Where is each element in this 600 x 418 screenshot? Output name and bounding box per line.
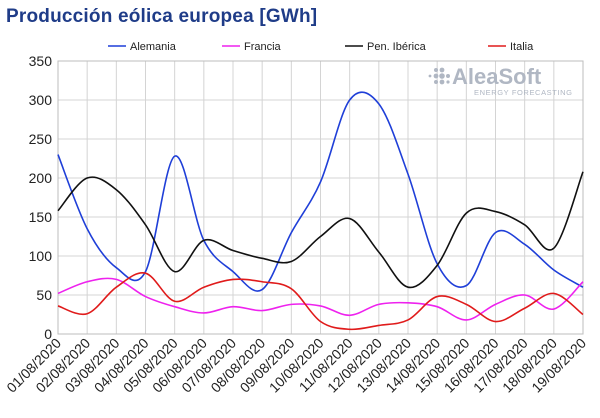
y-tick-label: 0 bbox=[44, 326, 52, 342]
logo-dot bbox=[434, 68, 438, 72]
watermark-name: AleaSoft bbox=[452, 64, 542, 89]
series-line-alemania bbox=[57, 91, 584, 292]
axes bbox=[57, 60, 584, 335]
legend-label-francia: Francia bbox=[244, 41, 282, 53]
series bbox=[57, 91, 584, 331]
logo-dot bbox=[428, 74, 432, 78]
logo-dot bbox=[434, 80, 438, 84]
aleasoft-watermark: AleaSoft ENERGY FORECASTING bbox=[428, 64, 573, 97]
y-tick-label: 50 bbox=[36, 287, 52, 303]
y-tick-label: 250 bbox=[29, 131, 53, 147]
series-line-pen-ib-rica bbox=[57, 171, 584, 289]
legend-label-pen-ib-rica: Pen. Ibérica bbox=[367, 41, 427, 53]
legend: Alemania Francia Pen. Ibérica Italia bbox=[108, 41, 534, 53]
logo-dot bbox=[433, 73, 439, 79]
grid bbox=[57, 60, 584, 335]
y-tick-label: 100 bbox=[29, 248, 53, 264]
series-line-italia bbox=[57, 272, 584, 331]
y-tick-labels: 0 50 100 150 200 250 300 350 bbox=[29, 53, 53, 342]
logo-dot bbox=[439, 67, 445, 73]
chart-title: Producción eólica europea [GWh] bbox=[6, 6, 318, 27]
y-tick-label: 350 bbox=[29, 53, 53, 69]
y-tick-label: 150 bbox=[29, 209, 53, 225]
logo-dot bbox=[446, 74, 450, 78]
plot-frame bbox=[57, 60, 584, 335]
legend-label-italia: Italia bbox=[510, 41, 534, 53]
dots-logo-icon bbox=[428, 67, 450, 85]
legend-label-alemania: Alemania bbox=[130, 41, 177, 53]
series-line-francia bbox=[57, 277, 584, 321]
logo-dot bbox=[439, 73, 445, 79]
watermark-tagline: ENERGY FORECASTING bbox=[474, 88, 573, 97]
y-tick-label: 200 bbox=[29, 170, 53, 186]
x-tick-labels: 01/08/202002/08/202003/08/202004/08/2020… bbox=[3, 335, 589, 396]
logo-dot bbox=[446, 80, 450, 84]
logo-dot bbox=[439, 79, 445, 85]
y-tick-label: 300 bbox=[29, 92, 53, 108]
